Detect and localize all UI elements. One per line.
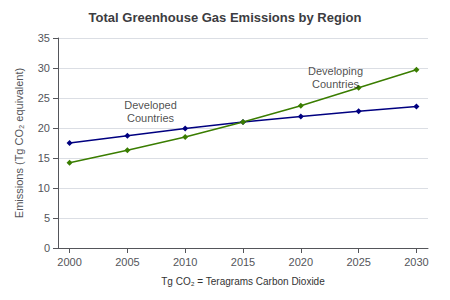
svg-text:2020: 2020: [289, 256, 313, 268]
svg-text:2030: 2030: [404, 256, 428, 268]
svg-text:2015: 2015: [231, 256, 255, 268]
svg-text:20: 20: [38, 122, 50, 134]
svg-text:2005: 2005: [115, 256, 139, 268]
svg-text:2010: 2010: [173, 256, 197, 268]
svg-text:Countries: Countries: [312, 78, 360, 90]
svg-text:25: 25: [38, 92, 50, 104]
svg-text:Emissions (Tg CO₂ equivalent): Emissions (Tg CO₂ equivalent): [13, 68, 25, 218]
svg-text:5: 5: [44, 212, 50, 224]
svg-text:30: 30: [38, 62, 50, 74]
svg-text:Developed: Developed: [124, 99, 177, 111]
svg-text:35: 35: [38, 32, 50, 44]
svg-text:Total Greenhouse Gas Emissions: Total Greenhouse Gas Emissions by Region: [89, 10, 362, 25]
svg-text:Tg CO₂ = Teragrams Carbon Diox: Tg CO₂ = Teragrams Carbon Dioxide: [161, 276, 325, 287]
svg-text:10: 10: [38, 182, 50, 194]
svg-text:0: 0: [44, 242, 50, 254]
svg-text:15: 15: [38, 152, 50, 164]
svg-text:Countries: Countries: [127, 112, 175, 124]
svg-text:2025: 2025: [346, 256, 370, 268]
svg-text:2000: 2000: [57, 256, 81, 268]
svg-text:Developing: Developing: [308, 65, 363, 77]
